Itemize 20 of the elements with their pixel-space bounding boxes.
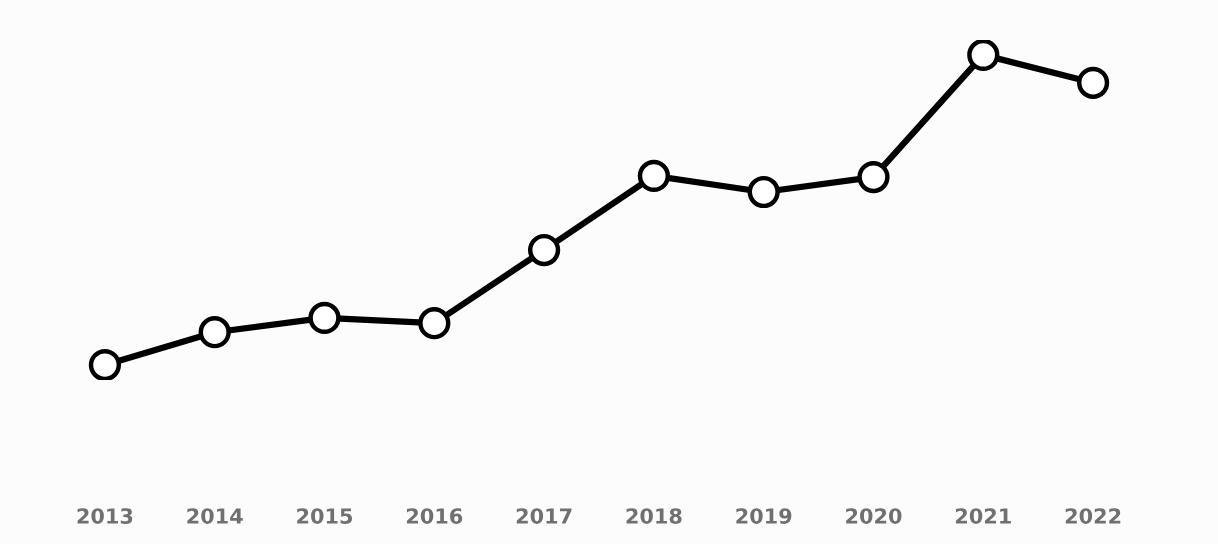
x-tick-label: 2017	[516, 508, 572, 524]
x-tick-label: 2021	[955, 508, 1011, 524]
x-tick-label: 2014	[187, 508, 243, 524]
point	[747, 175, 780, 209]
point	[1076, 66, 1110, 99]
point	[198, 316, 231, 349]
point	[527, 233, 561, 267]
point	[88, 349, 122, 380]
point	[637, 159, 671, 192]
point	[967, 40, 1000, 71]
x-tick-label: 2019	[736, 508, 792, 524]
x-tick-label: 2016	[406, 508, 463, 524]
point	[308, 301, 341, 335]
x-tick-label: 2022	[1065, 508, 1121, 524]
x-tick-label: 2013	[77, 508, 133, 524]
x-tick-label: 2015	[297, 508, 353, 524]
point	[857, 161, 890, 194]
point	[418, 307, 451, 340]
x-tick-label: 2020	[846, 508, 902, 524]
x-tick-label: 2018	[626, 508, 682, 524]
